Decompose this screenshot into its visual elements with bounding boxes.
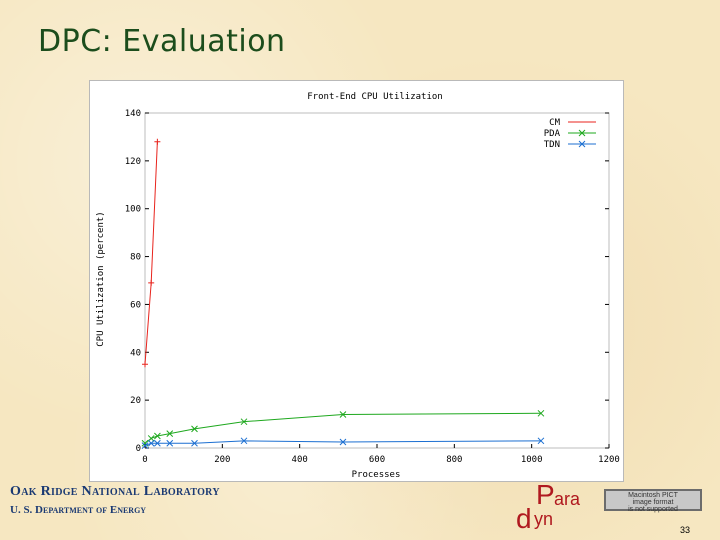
pict-line-1: Macintosh PICT (628, 492, 678, 499)
x-tick-label: 400 (292, 455, 308, 465)
plot-layer: 0 20 40 60 80 100 120 140 0 200 400 600 800 1000 1200 C… (125, 109, 620, 465)
data-point-cm (142, 361, 148, 368)
data-point-tdn (154, 439, 161, 447)
data-point-pda (147, 435, 155, 442)
legend-label-tdn: TDN (544, 140, 560, 150)
series-line-tdn (144, 440, 541, 447)
legend-label-cm: CM (549, 118, 560, 128)
legend-label-pda: PDA (544, 129, 561, 139)
pict-line-3: is not supported (628, 506, 678, 513)
paradyn-logo: P ara d yn (516, 479, 581, 532)
y-tick-label: 120 (125, 157, 141, 167)
x-tick-label: 800 (446, 455, 462, 465)
data-point-pda (339, 411, 347, 418)
y-axis-label: CPU Utilization (percent) (96, 211, 106, 346)
series-line-cm (144, 141, 158, 365)
legend-marker-tdn (578, 140, 586, 148)
data-point-pda (191, 425, 198, 433)
x-tick-label: 200 (214, 455, 230, 465)
series-line-pda (144, 412, 541, 444)
data-point-pda (166, 430, 174, 437)
data-point-tdn (240, 437, 248, 445)
y-tick-label: 20 (130, 396, 141, 406)
lab-name: Oak Ridge National Laboratory (10, 484, 220, 499)
y-tick-label: 60 (130, 300, 141, 310)
x-axis-label: Processes (352, 470, 401, 480)
y-tick-label: 80 (130, 253, 141, 263)
data-point-tdn (191, 439, 198, 447)
y-tick-label: 40 (130, 348, 141, 358)
legend-marker-pda (578, 129, 586, 137)
plot-area-border (144, 112, 610, 449)
logo-d-glyph: d (516, 503, 532, 532)
data-point-pda (154, 432, 161, 440)
data-point-tdn (166, 439, 174, 447)
logo-text-bottom: yn (534, 509, 553, 529)
data-point-pda (537, 409, 545, 417)
y-tick-label: 140 (125, 109, 141, 119)
slide-title: DPC: Evaluation (38, 24, 286, 59)
y-tick-label: 100 (125, 205, 141, 215)
logo-p-glyph: P (536, 479, 555, 510)
data-point-cm (148, 279, 155, 286)
page-number: 33 (680, 525, 691, 535)
data-point-tdn (141, 442, 149, 449)
pict-line-2: image format (632, 499, 674, 506)
data-point-pda (240, 418, 248, 426)
chart-frame: Front-End CPU Utilization CPU Utilizatio… (89, 80, 624, 482)
x-tick-label: 600 (369, 455, 385, 465)
x-tick-label: 1200 (598, 455, 620, 465)
x-tick-label: 1000 (521, 455, 543, 465)
y-tick-label: 0 (136, 444, 141, 454)
cpu-utilization-chart: Front-End CPU Utilization CPU Utilizatio… (96, 92, 620, 480)
data-point-tdn (537, 437, 545, 445)
pict-unsupported-image: Macintosh PICT image format is not suppo… (604, 489, 702, 513)
data-point-tdn (339, 438, 347, 446)
x-tick-label: 0 (142, 455, 147, 465)
department-name: U. S. Department of Energy (10, 504, 147, 516)
chart-title: Front-End CPU Utilization (307, 92, 442, 102)
data-point-tdn (147, 439, 155, 447)
logo-text-top: ara (554, 489, 581, 509)
data-point-cm (154, 138, 161, 145)
